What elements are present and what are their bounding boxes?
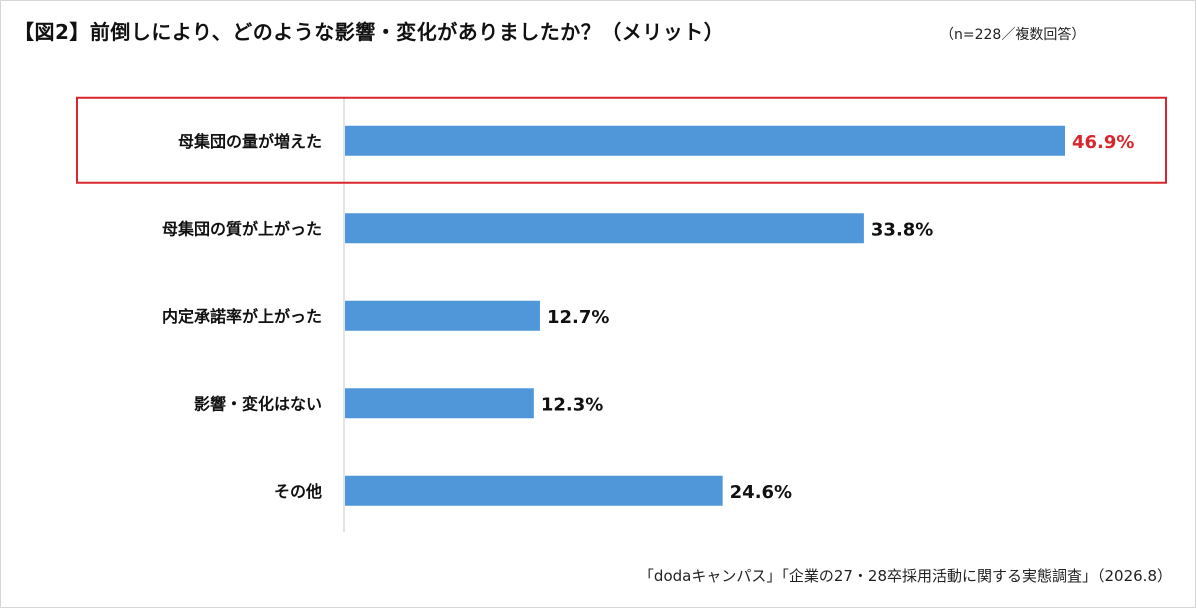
data-label: 24.6% xyxy=(730,482,792,503)
chart-subtitle: （n=228／複数回答） xyxy=(940,27,1086,43)
bar xyxy=(345,213,864,244)
bar xyxy=(345,300,540,331)
category-label: 母集団の量が増えた xyxy=(178,132,322,151)
category-label: 母集団の質が上がった xyxy=(162,219,322,238)
bar xyxy=(345,475,723,506)
category-label: 内定承諾率が上がった xyxy=(162,307,322,326)
data-label: 12.3% xyxy=(541,394,603,415)
bar xyxy=(345,388,534,419)
data-label: 33.8% xyxy=(871,219,933,240)
highlight-box xyxy=(76,96,1167,184)
bar xyxy=(345,125,1065,156)
source-note: 「dodaキャンパス」「企業の27・28卒採用活動に関する実態調査」（2026.… xyxy=(638,567,1172,585)
data-label: 12.7% xyxy=(547,307,609,328)
data-label: 46.9% xyxy=(1072,132,1134,153)
category-label: その他 xyxy=(274,482,322,501)
category-label: 影響・変化はない xyxy=(194,394,322,413)
chart-title: 【図2】前倒しにより、どのような影響・変化がありましたか？（メリット） xyxy=(14,20,725,44)
